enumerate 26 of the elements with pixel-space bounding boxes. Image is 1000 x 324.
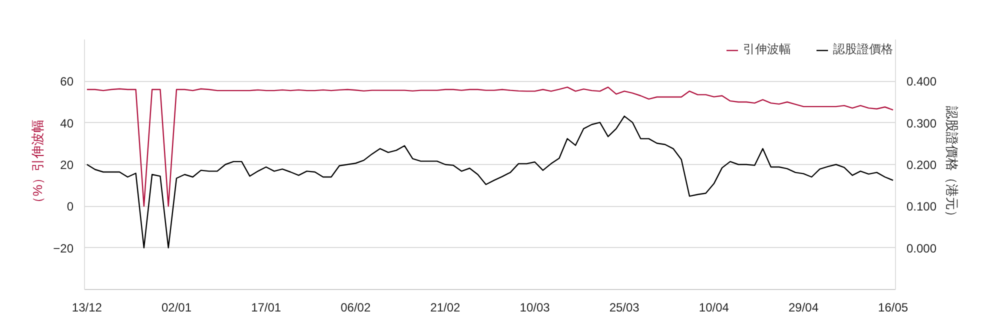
- legend-label: 認股證價格: [833, 41, 893, 58]
- y2-tick-label: 0.000: [906, 241, 937, 256]
- y2-tick-label: 0.100: [906, 200, 937, 214]
- y-tick-label: −20: [53, 241, 74, 256]
- line-series: [86, 116, 894, 248]
- x-tick-label: 02/01: [161, 300, 192, 314]
- y-tick-label: 60: [60, 74, 74, 89]
- y-axis-title: （%）引伸波幅: [30, 120, 46, 210]
- y-tick-label: 0: [66, 200, 74, 214]
- y2-tick-label: 0.300: [906, 116, 937, 130]
- x-tick-label: 25/03: [609, 300, 640, 314]
- x-tick-label: 21/02: [430, 300, 461, 314]
- line-series: [86, 86, 894, 207]
- x-tick-label: 10/04: [698, 300, 730, 314]
- y2-tick-label: 0.200: [906, 158, 937, 172]
- y2-tick-label: 0.400: [906, 74, 937, 89]
- y-tick-label: 40: [60, 116, 74, 130]
- legend-label: 引伸波幅: [743, 41, 791, 58]
- x-tick-label: 10/03: [520, 300, 550, 314]
- x-tick-label: 16/05: [878, 300, 908, 314]
- x-tick-label: 29/04: [788, 300, 819, 314]
- y2-axis-title: 認股證價格（港元）: [944, 106, 960, 223]
- x-tick-label: 13/12: [72, 300, 102, 314]
- x-tick-label: 17/01: [251, 300, 282, 314]
- y-tick-label: 20: [60, 158, 74, 172]
- x-tick-label: 06/02: [340, 300, 371, 314]
